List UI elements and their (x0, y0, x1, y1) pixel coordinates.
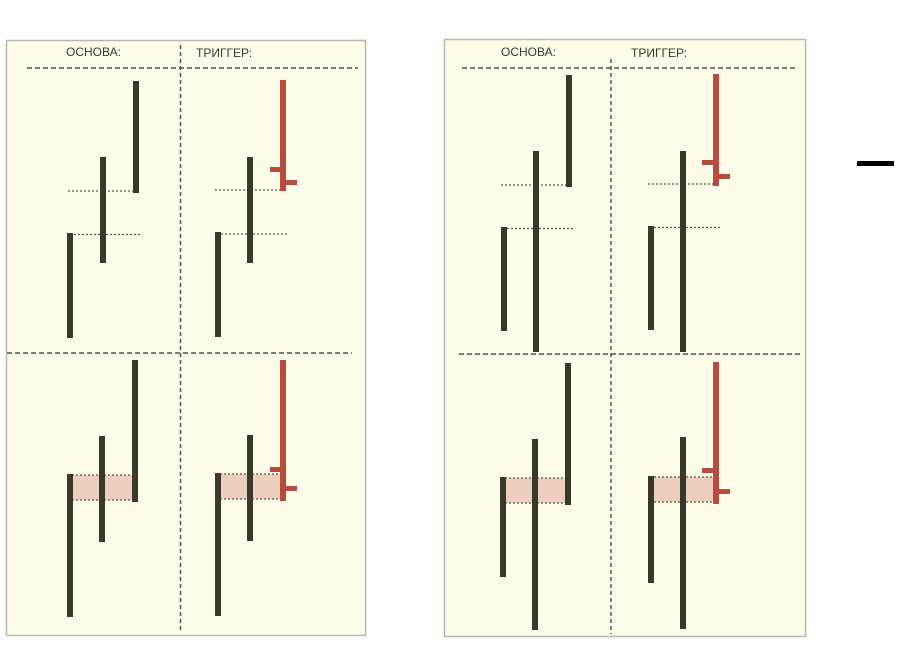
trigger-open-tick (270, 467, 282, 472)
trigger-pattern-top (215, 80, 297, 337)
panel-2: ОСНОВА: ТРИГГЕР: (443, 38, 807, 638)
price-bar (67, 474, 73, 617)
panel-background (5, 39, 367, 637)
price-bar (648, 226, 654, 330)
trigger-pattern-top (648, 74, 730, 352)
trigger-label: ТРИГГЕР: (631, 46, 687, 60)
price-bar (215, 232, 221, 337)
trigger-label: ТРИГГЕР: (196, 46, 252, 60)
trigger-bar (280, 80, 286, 191)
base-pattern-top (501, 75, 573, 352)
price-bar (680, 437, 686, 629)
base-pattern-bottom (67, 360, 138, 617)
base-pattern-top (67, 81, 140, 338)
dash-icon (857, 161, 894, 166)
trigger-bar (280, 360, 286, 501)
price-bar (501, 227, 507, 331)
price-bar (132, 360, 138, 502)
price-bar (67, 233, 73, 338)
price-bar (133, 81, 139, 193)
price-bar (247, 435, 253, 541)
trigger-open-tick (270, 167, 282, 172)
price-bar (500, 477, 506, 577)
trigger-open-tick (702, 468, 714, 473)
trigger-open-tick (702, 160, 714, 165)
price-bar (247, 157, 253, 263)
base-label: ОСНОВА: (501, 45, 556, 59)
trigger-close-tick (284, 486, 297, 491)
trigger-bar (713, 74, 719, 186)
price-bar (99, 436, 105, 542)
price-bar (648, 476, 654, 583)
price-bar (565, 363, 571, 505)
price-bar (532, 439, 538, 630)
trigger-bar (713, 362, 719, 504)
trigger-pattern-bottom (215, 360, 297, 616)
base-pattern-bottom (500, 363, 571, 630)
price-bar (566, 75, 572, 187)
price-bar (680, 151, 686, 352)
base-label: ОСНОВА: (66, 45, 121, 59)
panel-background (443, 38, 807, 638)
price-bar (533, 151, 539, 352)
trigger-close-tick (717, 174, 730, 179)
panel-1: ОСНОВА: ТРИГГЕР: (5, 39, 367, 637)
trigger-close-tick (717, 489, 730, 494)
trigger-pattern-bottom (648, 362, 730, 629)
price-bar (100, 157, 106, 263)
trigger-close-tick (284, 180, 297, 185)
price-bar (215, 473, 221, 616)
